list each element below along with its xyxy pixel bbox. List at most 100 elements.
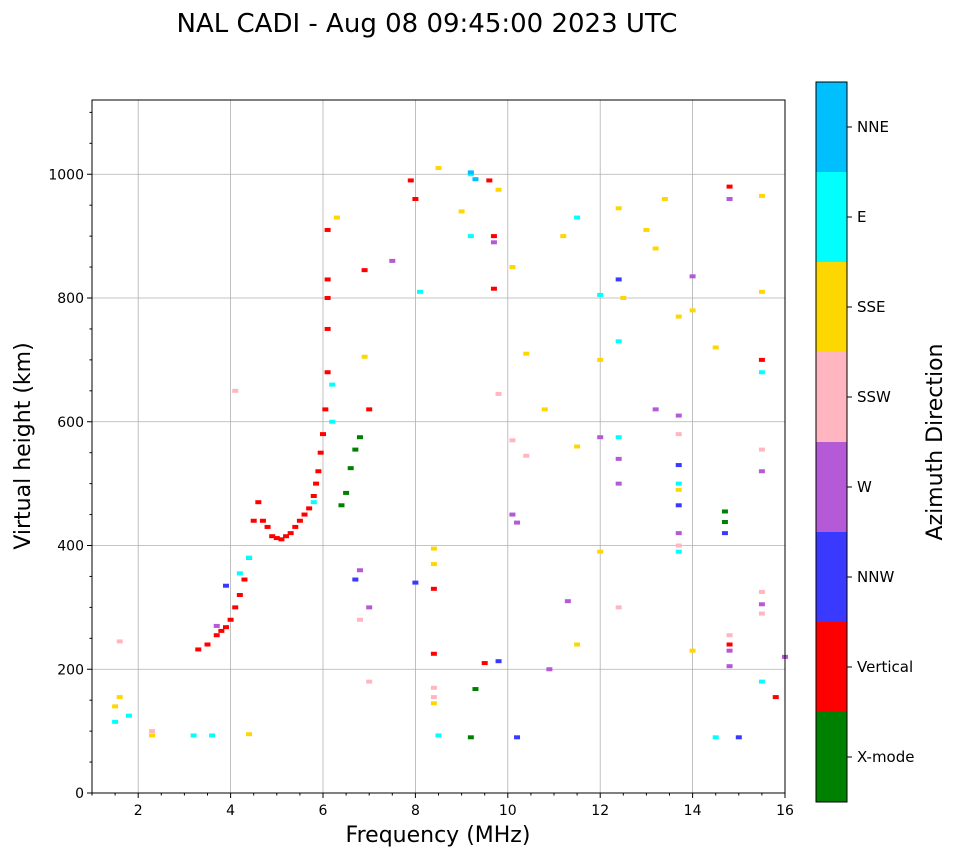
colorbar-tick-label: X-mode bbox=[857, 748, 914, 766]
echo-point-ssw bbox=[430, 685, 437, 690]
echo-point-w bbox=[675, 531, 682, 536]
y-axis-ticks: 0 200 400 600 800 1000 bbox=[48, 111, 92, 802]
x-axis-ticks: 2 4 6 8 10 12 14 16 bbox=[91, 793, 794, 819]
echo-point-o-trace bbox=[241, 577, 248, 582]
x-tick-label: 16 bbox=[776, 803, 794, 819]
echo-point-o-trace bbox=[306, 506, 313, 511]
colorbar-segment bbox=[816, 712, 847, 802]
echo-point-o-trace bbox=[195, 647, 202, 652]
echo-point-sse bbox=[675, 487, 682, 492]
echo-point-o-trace bbox=[232, 605, 239, 610]
echo-point-o-trace bbox=[264, 524, 271, 529]
echo-point-ssw bbox=[726, 633, 733, 638]
echo-point-o-trace bbox=[301, 512, 308, 517]
echo-point-vertical-echoes bbox=[726, 642, 733, 647]
colorbar-frame bbox=[815, 81, 848, 803]
echo-point-nnw bbox=[412, 580, 419, 585]
echo-point-sse bbox=[116, 695, 123, 700]
echo-point-sse bbox=[560, 234, 567, 239]
echo-point-o-trace bbox=[287, 531, 294, 536]
echo-point-o-trace bbox=[296, 518, 303, 523]
echo-point-w bbox=[726, 648, 733, 653]
echo-point-e bbox=[310, 500, 317, 505]
echo-point-vertical-echoes bbox=[758, 357, 765, 362]
echo-point-e bbox=[597, 292, 604, 297]
echo-point-w bbox=[652, 407, 659, 412]
echo-point-o-trace bbox=[236, 593, 243, 597]
colorbar-segment bbox=[816, 622, 847, 712]
echo-point-x-mode bbox=[356, 435, 363, 440]
echo-point-o-trace bbox=[322, 407, 329, 412]
echo-point-ssw bbox=[356, 617, 363, 622]
echo-point-e bbox=[758, 679, 765, 684]
echo-point-sse bbox=[430, 701, 437, 706]
x-tick-label: 14 bbox=[684, 803, 702, 819]
echo-point-o-trace bbox=[278, 537, 285, 542]
echo-point-x-mode bbox=[472, 687, 479, 692]
echo-point-x-mode bbox=[338, 503, 345, 508]
colorbar: X-mode Vertical NNW W SSW SSE E NNE bbox=[815, 81, 914, 803]
colorbar-label: Azimuth Direction bbox=[923, 343, 948, 540]
echo-point-w bbox=[546, 667, 553, 672]
echo-point-w bbox=[726, 664, 733, 669]
colorbar-tick-label: NNW bbox=[857, 568, 894, 586]
echo-point-e bbox=[329, 419, 336, 424]
x-tick-label: 8 bbox=[411, 803, 420, 819]
y-tick-label: 600 bbox=[57, 415, 84, 431]
echo-point-sse bbox=[712, 345, 719, 350]
echo-point-e bbox=[236, 571, 243, 576]
echo-point-vertical-echoes bbox=[481, 661, 488, 666]
echo-point-vertical-echoes bbox=[490, 234, 497, 239]
echo-point-o-trace bbox=[324, 326, 331, 331]
echo-point-sse bbox=[333, 215, 340, 220]
x-tick-label: 2 bbox=[134, 803, 143, 819]
echo-point-x-mode bbox=[721, 519, 728, 524]
echo-point-w bbox=[689, 274, 696, 279]
echo-point-sse bbox=[149, 733, 156, 738]
echo-point-vertical-echoes bbox=[366, 407, 373, 412]
echo-point-vertical-echoes bbox=[772, 695, 779, 700]
echo-point-o-trace bbox=[283, 534, 290, 539]
echo-point-e bbox=[190, 733, 197, 738]
echo-point-sse bbox=[458, 209, 465, 214]
echo-point-e bbox=[246, 555, 253, 560]
echo-point-sse bbox=[689, 648, 696, 653]
echo-point-ssw bbox=[149, 729, 156, 734]
echo-point-sse bbox=[430, 562, 437, 567]
echo-point-o-trace bbox=[324, 296, 331, 300]
echo-point-e bbox=[615, 435, 622, 440]
echo-point-e bbox=[209, 733, 216, 738]
echo-point-w bbox=[490, 240, 497, 245]
echo-point-sse bbox=[758, 289, 765, 294]
echo-point-o-trace bbox=[313, 481, 320, 486]
echo-point-e bbox=[712, 735, 719, 740]
echo-point-ssw bbox=[523, 453, 530, 458]
echo-point-vertical-echoes bbox=[412, 197, 419, 201]
y-tick-label: 800 bbox=[57, 291, 84, 307]
echo-point-nnw bbox=[352, 577, 359, 582]
echo-point-o-trace bbox=[292, 524, 299, 529]
echo-point-o-trace bbox=[310, 494, 317, 498]
echo-point-sse bbox=[661, 197, 668, 201]
data-marks bbox=[112, 166, 788, 740]
echo-point-w bbox=[514, 520, 521, 525]
echo-point-vertical-echoes bbox=[361, 268, 368, 273]
x-tick-label: 4 bbox=[226, 803, 235, 819]
echo-point-nnw bbox=[615, 277, 622, 282]
echo-point-sse bbox=[615, 206, 622, 211]
colorbar-segment bbox=[816, 172, 847, 262]
x-tick-label: 10 bbox=[499, 803, 517, 819]
echo-point-sse bbox=[597, 549, 604, 554]
echo-point-e bbox=[467, 234, 474, 239]
echo-point-o-trace bbox=[213, 633, 220, 638]
plot-frame bbox=[91, 99, 786, 794]
echo-point-ssw bbox=[615, 605, 622, 610]
echo-point-o-trace bbox=[259, 518, 266, 523]
echo-point-e bbox=[615, 339, 622, 344]
echo-point-o-trace bbox=[269, 534, 276, 539]
echo-point-o-trace bbox=[273, 536, 280, 541]
echo-point-w bbox=[597, 435, 604, 440]
colorbar-tick-label: E bbox=[857, 208, 866, 226]
echo-point-sse bbox=[509, 265, 516, 270]
y-tick-label: 1000 bbox=[48, 167, 84, 183]
